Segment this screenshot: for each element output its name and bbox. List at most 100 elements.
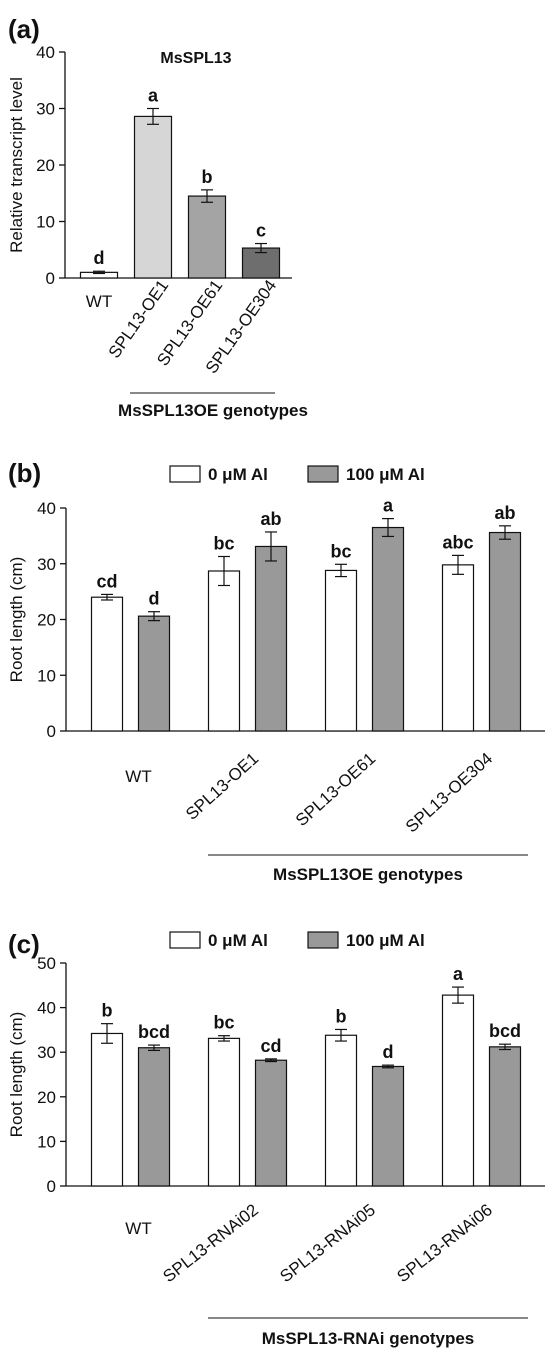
y-tick-label-b-0: 0 bbox=[47, 722, 56, 741]
sig-letter-c-s0-c2: b bbox=[336, 1006, 347, 1026]
error-bar-a-s0-c3 bbox=[255, 242, 267, 254]
legend-swatch-c-0 bbox=[169, 931, 201, 949]
bar-b-s1-c1 bbox=[254, 545, 288, 732]
error-bar-b-s1-c3 bbox=[499, 525, 511, 540]
sig-letter-b-s1-c2: a bbox=[383, 496, 394, 516]
sig-letter-c-s1-c0: bcd bbox=[138, 1022, 170, 1042]
bar-c-s0-c2 bbox=[324, 1034, 358, 1187]
sig-letter-b-s0-c1: bc bbox=[213, 534, 234, 554]
panel-label-c: (c) bbox=[8, 929, 40, 959]
y-tick-label-b-1: 10 bbox=[37, 666, 56, 685]
error-bar-c-s0-c3 bbox=[452, 986, 464, 1004]
bar-c-s0-c3 bbox=[441, 994, 475, 1187]
y-tick-label-c-1: 10 bbox=[37, 1132, 56, 1151]
category-label-b-3: SPL13-OE304 bbox=[402, 749, 496, 836]
bar-c-s0-c1 bbox=[207, 1037, 241, 1187]
sig-letter-b-s0-c3: abc bbox=[442, 532, 473, 552]
error-bar-c-s1-c3 bbox=[499, 1043, 511, 1051]
bar-b-s0-c1 bbox=[207, 570, 241, 732]
error-bar-a-s0-c0 bbox=[93, 270, 105, 275]
bar-a-s0-c2 bbox=[187, 195, 227, 279]
y-tick-label-a-0: 0 bbox=[46, 269, 55, 288]
y-tick-label-a-2: 20 bbox=[36, 156, 55, 175]
error-bar-c-s1-c1 bbox=[265, 1058, 277, 1063]
sig-letter-a-s0-c0: d bbox=[94, 248, 105, 268]
error-bar-b-s1-c2 bbox=[382, 517, 394, 538]
sig-letter-b-s1-c1: ab bbox=[260, 509, 281, 529]
bar-c-s1-c0 bbox=[137, 1047, 171, 1187]
error-bar-c-s0-c2 bbox=[335, 1028, 347, 1042]
error-bar-b-s0-c2 bbox=[335, 563, 347, 578]
x-axis-label-c: MsSPL13-RNAi genotypes bbox=[262, 1329, 475, 1348]
sig-letter-b-s0-c2: bc bbox=[330, 541, 351, 561]
category-label-c-2: SPL13-RNAi05 bbox=[276, 1200, 379, 1286]
category-label-c-3: SPL13-RNAi06 bbox=[393, 1200, 496, 1286]
y-tick-label-c-5: 50 bbox=[37, 954, 56, 973]
bar-c-s1-c1 bbox=[254, 1059, 288, 1187]
bar-b-s1-c2 bbox=[371, 526, 405, 732]
error-bar-c-s1-c0 bbox=[148, 1044, 160, 1052]
y-tick-label-b-4: 40 bbox=[37, 499, 56, 518]
legend-swatch-c-1 bbox=[307, 931, 339, 949]
legend-label-c-1: 100 μM Al bbox=[346, 931, 425, 950]
category-label-a-0: WT bbox=[86, 292, 112, 311]
sig-letter-a-s0-c3: c bbox=[256, 221, 266, 241]
legend-label-b-1: 100 μM Al bbox=[346, 465, 425, 484]
error-bar-a-s0-c1 bbox=[147, 107, 159, 125]
y-tick-label-a-1: 10 bbox=[36, 213, 55, 232]
panel-label-a: (a) bbox=[8, 14, 40, 44]
chart-title-a: MsSPL13 bbox=[160, 50, 231, 67]
category-label-b-2: SPL13-OE61 bbox=[292, 749, 379, 830]
legend-label-b-0: 0 μM Al bbox=[208, 465, 268, 484]
sig-letter-b-s1-c0: d bbox=[149, 589, 160, 609]
bar-b-s0-c2 bbox=[324, 569, 358, 732]
category-label-b-1: SPL13-OE1 bbox=[182, 749, 262, 824]
legend-label-c-0: 0 μM Al bbox=[208, 931, 268, 950]
error-bar-b-s0-c3 bbox=[452, 554, 464, 575]
sig-letter-b-s0-c0: cd bbox=[96, 571, 117, 591]
y-tick-label-c-0: 0 bbox=[47, 1177, 56, 1196]
error-bar-c-s0-c0 bbox=[101, 1023, 113, 1044]
y-tick-label-a-3: 30 bbox=[36, 100, 55, 119]
error-bar-b-s0-c0 bbox=[101, 593, 113, 601]
bar-b-s0-c3 bbox=[441, 564, 475, 732]
sig-letter-a-s0-c1: a bbox=[148, 86, 159, 106]
x-axis-label-a: MsSPL13OE genotypes bbox=[118, 401, 308, 420]
sig-letter-c-s1-c2: d bbox=[383, 1042, 394, 1062]
y-tick-label-c-2: 20 bbox=[37, 1088, 56, 1107]
bar-c-s0-c0 bbox=[90, 1032, 124, 1187]
y-tick-label-c-4: 40 bbox=[37, 999, 56, 1018]
bar-b-s1-c0 bbox=[137, 615, 171, 732]
y-tick-label-c-3: 30 bbox=[37, 1043, 56, 1062]
error-bar-c-s0-c1 bbox=[218, 1035, 230, 1042]
sig-letter-c-s0-c3: a bbox=[453, 964, 464, 984]
error-bar-c-s1-c2 bbox=[382, 1064, 394, 1069]
x-axis-label-b: MsSPL13OE genotypes bbox=[273, 865, 463, 884]
sig-letter-c-s0-c0: b bbox=[102, 1001, 113, 1021]
bar-b-s0-c0 bbox=[90, 596, 124, 732]
error-bar-b-s0-c1 bbox=[218, 555, 230, 587]
bar-c-s1-c3 bbox=[488, 1046, 522, 1187]
category-label-b-0: WT bbox=[125, 767, 151, 786]
sig-letter-c-s1-c1: cd bbox=[260, 1036, 281, 1056]
y-tick-label-a-4: 40 bbox=[36, 43, 55, 62]
legend-swatch-b-1 bbox=[307, 465, 339, 483]
sig-letter-a-s0-c2: b bbox=[202, 167, 213, 187]
error-bar-b-s1-c1 bbox=[265, 531, 277, 562]
category-label-c-1: SPL13-RNAi02 bbox=[159, 1200, 262, 1286]
panel-label-b: (b) bbox=[8, 458, 41, 488]
y-axis-label-a: Relative transcript level bbox=[7, 77, 26, 253]
y-axis-label-c: Root length (cm) bbox=[7, 1012, 26, 1138]
category-label-c-0: WT bbox=[125, 1219, 151, 1238]
y-tick-label-b-3: 30 bbox=[37, 555, 56, 574]
sig-letter-c-s1-c3: bcd bbox=[489, 1021, 521, 1041]
bar-c-s1-c2 bbox=[371, 1065, 405, 1187]
sig-letter-c-s0-c1: bc bbox=[213, 1013, 234, 1033]
bar-a-s0-c1 bbox=[133, 115, 173, 279]
sig-letter-b-s1-c3: ab bbox=[494, 503, 515, 523]
y-axis-label-b: Root length (cm) bbox=[7, 557, 26, 683]
legend-swatch-b-0 bbox=[169, 465, 201, 483]
y-tick-label-b-2: 20 bbox=[37, 611, 56, 630]
error-bar-a-s0-c2 bbox=[201, 189, 213, 203]
